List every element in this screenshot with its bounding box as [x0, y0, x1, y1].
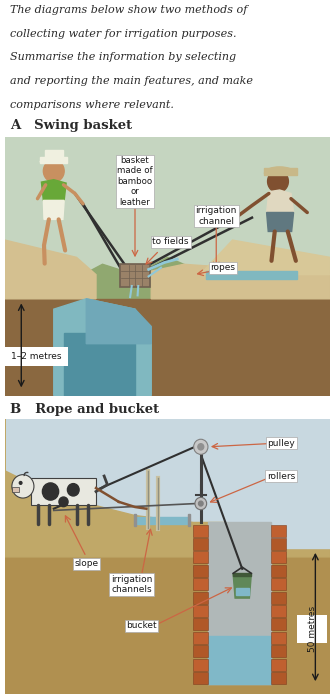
Bar	[194, 618, 208, 631]
FancyBboxPatch shape	[120, 264, 150, 288]
Text: Summarise the information by selecting: Summarise the information by selecting	[10, 52, 236, 62]
Circle shape	[195, 498, 207, 510]
Bar	[297, 615, 327, 643]
Polygon shape	[42, 180, 66, 200]
Text: irrigation
channels: irrigation channels	[111, 575, 152, 594]
Polygon shape	[200, 240, 330, 274]
Bar	[194, 592, 208, 603]
Bar	[135, 517, 189, 524]
Bar	[236, 588, 249, 596]
Bar	[188, 514, 190, 526]
Bar	[271, 524, 286, 537]
Polygon shape	[151, 265, 330, 299]
Bar	[194, 552, 208, 564]
Bar	[271, 645, 286, 657]
Text: to fields: to fields	[152, 237, 189, 246]
Polygon shape	[267, 213, 293, 232]
Bar	[271, 592, 286, 603]
Polygon shape	[43, 200, 64, 219]
Circle shape	[59, 497, 68, 507]
Bar	[233, 573, 251, 576]
Text: pulley: pulley	[267, 439, 295, 448]
Bar	[194, 632, 208, 644]
Polygon shape	[5, 419, 330, 557]
Polygon shape	[5, 254, 330, 299]
Text: comparisons where relevant.: comparisons where relevant.	[10, 100, 174, 110]
Bar	[5, 299, 330, 395]
Bar	[271, 618, 286, 631]
Bar	[194, 538, 208, 550]
Bar	[208, 636, 271, 684]
Text: ropes: ropes	[210, 263, 235, 272]
Bar	[271, 552, 286, 564]
Bar	[271, 672, 286, 684]
Bar	[5, 419, 330, 550]
Bar	[194, 659, 208, 671]
Bar	[134, 514, 136, 526]
Polygon shape	[86, 299, 151, 344]
Bar	[271, 565, 286, 577]
Circle shape	[12, 475, 34, 498]
Bar	[271, 578, 286, 590]
Bar	[5, 347, 68, 366]
Text: A   Swing basket: A Swing basket	[10, 120, 132, 132]
Bar	[5, 136, 330, 299]
Text: 1–2 metres: 1–2 metres	[11, 352, 61, 361]
Bar	[194, 605, 208, 617]
Circle shape	[194, 439, 208, 454]
Text: 50 metres: 50 metres	[308, 606, 317, 652]
Text: rollers: rollers	[267, 472, 295, 480]
Circle shape	[19, 482, 22, 484]
Bar	[194, 565, 208, 577]
Bar	[194, 578, 208, 590]
Text: and reporting the main features, and make: and reporting the main features, and mak…	[10, 76, 253, 86]
Circle shape	[67, 484, 79, 496]
Bar	[271, 605, 286, 617]
Text: bucket: bucket	[126, 621, 157, 630]
Bar	[264, 168, 297, 175]
Bar	[194, 524, 208, 537]
Bar	[206, 271, 297, 279]
Bar	[45, 150, 63, 158]
Text: The diagrams below show two methods of: The diagrams below show two methods of	[10, 5, 248, 15]
Bar	[271, 659, 286, 671]
Polygon shape	[31, 478, 96, 505]
Polygon shape	[54, 299, 151, 395]
Circle shape	[43, 483, 59, 500]
Circle shape	[43, 160, 64, 182]
Bar	[40, 158, 67, 163]
Polygon shape	[267, 190, 293, 213]
Text: B   Rope and bucket: B Rope and bucket	[10, 403, 159, 416]
Bar	[271, 632, 286, 644]
Polygon shape	[233, 574, 251, 598]
Bar	[194, 645, 208, 657]
Bar	[194, 672, 208, 684]
Polygon shape	[5, 240, 96, 299]
Bar	[12, 487, 19, 492]
Bar	[208, 522, 271, 684]
Circle shape	[268, 170, 288, 192]
Circle shape	[198, 444, 204, 450]
Text: collecting water for irrigation purposes.: collecting water for irrigation purposes…	[10, 29, 237, 38]
Bar	[64, 333, 135, 395]
Text: slope: slope	[74, 559, 98, 568]
Bar	[5, 550, 330, 694]
Text: basket
made of
bamboo
or
leather: basket made of bamboo or leather	[117, 156, 153, 206]
Bar	[271, 538, 286, 550]
Text: irrigation
channel: irrigation channel	[196, 206, 237, 225]
Circle shape	[199, 501, 203, 506]
